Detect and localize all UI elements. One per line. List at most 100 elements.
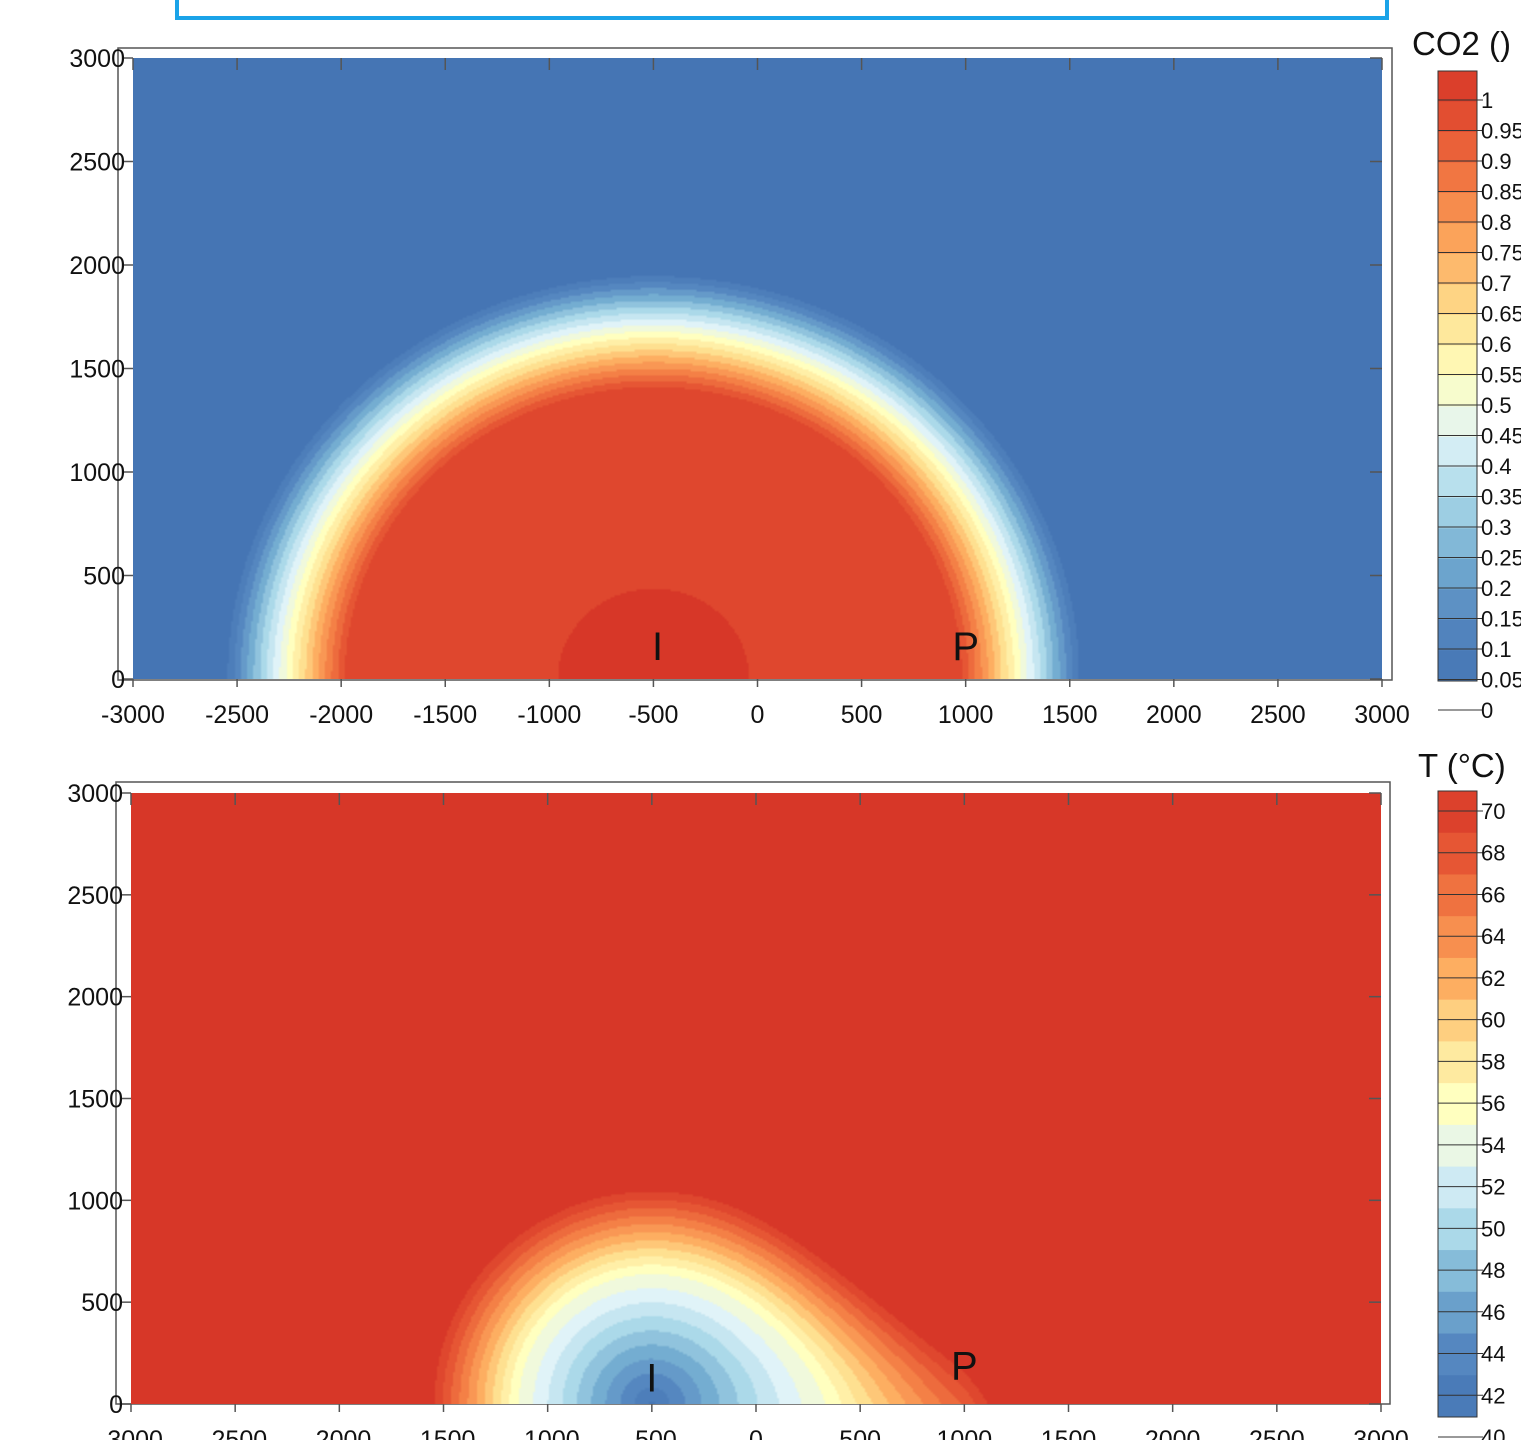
colorbar-tick-label: 46 — [1481, 1300, 1505, 1325]
colorbar-band — [1438, 1083, 1477, 1126]
x-tick-label: 3000 — [1354, 701, 1410, 729]
colorbar-band — [1438, 71, 1477, 102]
colorbar-tick-label: 56 — [1481, 1091, 1505, 1116]
colorbar-tick-label: 64 — [1481, 924, 1505, 949]
x-tick-label: -500 — [628, 701, 678, 729]
y-tick-label: 1500 — [67, 1086, 123, 1114]
x-tick-label: 1000 — [937, 1426, 993, 1440]
colorbar-tick-label: 40 — [1481, 1425, 1505, 1440]
y-tick-label: 2500 — [67, 882, 123, 910]
y-tick-label: 3000 — [67, 780, 123, 808]
colorbar-band — [1438, 101, 1477, 133]
x-tick-label: -3000 — [101, 701, 165, 729]
colorbar-tick-label: 60 — [1481, 1008, 1505, 1033]
well-label-I: I — [646, 1357, 657, 1401]
colorbar-title: T (°C) — [1418, 747, 1506, 784]
colorbar-band — [1438, 1291, 1477, 1335]
colorbar-band — [1438, 132, 1477, 163]
colorbar-band — [1438, 467, 1477, 499]
colorbar-tick-label: 62 — [1481, 966, 1505, 991]
y-tick-label: 2000 — [67, 984, 123, 1012]
colorbar-band — [1438, 1124, 1477, 1168]
x-tick-label: -2000 — [307, 1426, 371, 1440]
y-tick-label: 2500 — [69, 149, 125, 177]
y-tick-label: 1000 — [67, 1187, 123, 1215]
temperature-x-axis: -3000 -2500 -2000 -1500 -1000 -500 0 500 1000 150… — [99, 793, 1409, 1440]
colorbar-band — [1438, 498, 1477, 529]
colorbar-tick-label: 0.65 — [1481, 302, 1521, 327]
colorbar-band — [1438, 832, 1477, 875]
colorbar-tick-label: 0.7 — [1481, 271, 1512, 296]
y-tick-label: 1500 — [69, 356, 125, 384]
colorbar-band — [1438, 437, 1477, 468]
x-tick-label: -1000 — [516, 1426, 580, 1440]
colorbar-band — [1438, 345, 1477, 377]
y-tick-label: 0 — [111, 666, 125, 694]
colorbar-band — [1438, 193, 1477, 224]
x-tick-label: -2500 — [203, 1426, 267, 1440]
x-tick-label: -1000 — [517, 701, 581, 729]
colorbar-tick-label: 0.2 — [1481, 576, 1512, 601]
colorbar-band — [1438, 315, 1477, 346]
x-tick-label: 3000 — [1353, 1426, 1409, 1440]
y-tick-label: 1000 — [69, 459, 125, 487]
colorbar-tick-label: 0.45 — [1481, 424, 1521, 449]
temperature-panel: -3000 -2500 -2000 -1500 -1000 -500 0 500 1000 150… — [67, 747, 1505, 1440]
colorbar-tick-label: 0.85 — [1481, 180, 1521, 205]
colorbar-frame — [1437, 70, 1478, 682]
x-tick-label: 2000 — [1146, 701, 1202, 729]
x-tick-label: 0 — [749, 1426, 763, 1440]
colorbar-band — [1438, 1333, 1477, 1376]
colorbar-band — [1438, 650, 1477, 682]
colorbar-tick-label: 0 — [1481, 698, 1493, 723]
colorbar-tick-label: 0.15 — [1481, 607, 1521, 632]
colorbar-band — [1438, 223, 1477, 255]
co2-panel: -3000 -2500 -2000 -1500 -1000 -500 0 500 1000 150… — [69, 25, 1521, 729]
colorbar-tick-label: 0.25 — [1481, 546, 1521, 571]
colorbar-band — [1438, 957, 1477, 1001]
colorbar-band — [1438, 999, 1477, 1042]
x-tick-label: 500 — [839, 1426, 881, 1440]
x-tick-label: 1000 — [938, 701, 994, 729]
colorbar-tick-label: 54 — [1481, 1133, 1505, 1158]
x-tick-label: -3000 — [99, 1426, 163, 1440]
colorbar-band — [1438, 284, 1477, 316]
colorbar-tick-label: 68 — [1481, 841, 1505, 866]
colorbar-tick-label: 0.05 — [1481, 668, 1521, 693]
x-tick-label: 0 — [751, 701, 765, 729]
colorbar-band — [1438, 559, 1477, 590]
temperature-field-image — [131, 793, 1381, 1404]
colorbar-tick-label: 70 — [1481, 799, 1505, 824]
x-tick-label: -1500 — [412, 1426, 476, 1440]
colorbar-band — [1438, 406, 1477, 438]
colorbar-tick-label: 50 — [1481, 1216, 1505, 1241]
colorbar-title: CO2 () — [1412, 25, 1511, 62]
co2-field-image — [133, 58, 1382, 679]
colorbar-tick-label: 0.35 — [1481, 485, 1521, 510]
colorbar-tick-label: 1 — [1481, 88, 1493, 113]
colorbar-tick-label: 0.8 — [1481, 210, 1512, 235]
colorbar-band — [1438, 1166, 1477, 1209]
colorbar-tick-label: 0.1 — [1481, 637, 1512, 662]
title-frame — [175, 0, 1389, 20]
y-tick-label: 2000 — [69, 252, 125, 280]
colorbar-tick-label: 66 — [1481, 882, 1505, 907]
y-tick-label: 500 — [81, 1289, 123, 1317]
well-label-I: I — [652, 625, 663, 669]
colorbar-band — [1438, 791, 1477, 834]
colorbar-tick-label: 0.95 — [1481, 119, 1521, 144]
colorbar-tick-label: 0.3 — [1481, 515, 1512, 540]
x-tick-label: 1500 — [1041, 1426, 1097, 1440]
x-tick-label: 1500 — [1042, 701, 1098, 729]
y-tick-label: 3000 — [69, 45, 125, 73]
y-tick-label: 0 — [109, 1391, 123, 1419]
colorbar-tick-label: 0.9 — [1481, 149, 1512, 174]
colorbar-frame — [1437, 790, 1478, 1418]
colorbar-band — [1438, 916, 1477, 959]
colorbar-tick-label: 58 — [1481, 1049, 1505, 1074]
co2-colorbar: 1 0.95 0.9 0.85 0.8 0.75 0.7 0.65 0.6 0.55 0.5 0.45… — [1412, 25, 1521, 723]
colorbar-tick-label: 42 — [1481, 1383, 1505, 1408]
